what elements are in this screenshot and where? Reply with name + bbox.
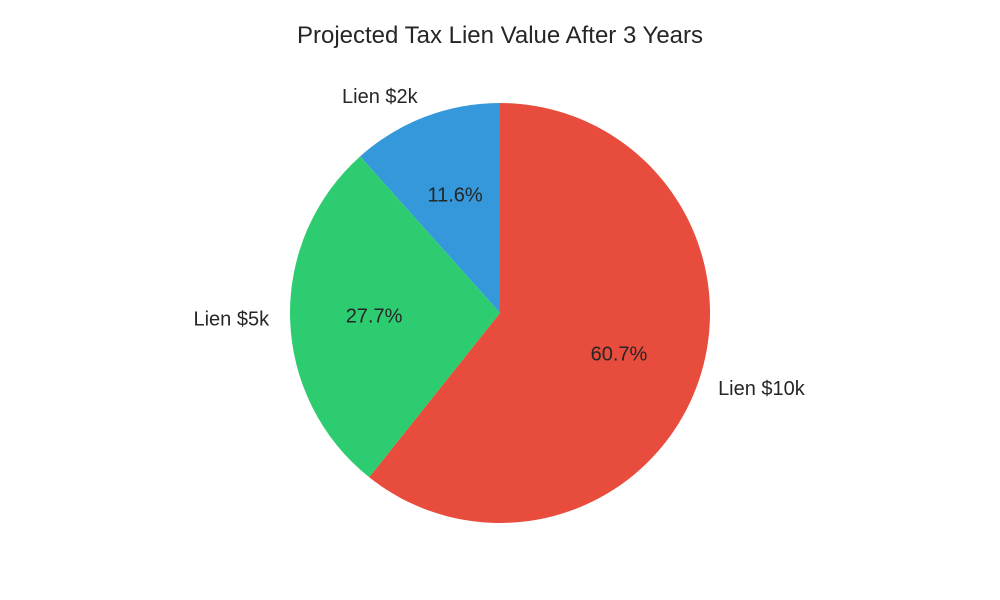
pie-slice-3 — [369, 103, 711, 524]
pie-slice-1 — [360, 103, 500, 313]
labels-layer: 11.6% Lien $2k 27.7% Lien $5k 60.7% Lien $10k — [193, 86, 805, 400]
slice-percent-label-2: 27.7% — [346, 306, 403, 328]
slice-percent-label-3: 60.7% — [591, 344, 648, 366]
chart-title: Projected Tax Lien Value After 3 Years — [297, 22, 703, 49]
pie-slice-2 — [289, 156, 500, 478]
slice-category-label-2: Lien $5k — [193, 309, 270, 331]
slice-category-label-1: Lien $2k — [342, 86, 419, 108]
slice-percent-label-1: 11.6% — [427, 184, 482, 206]
slices-layer — [289, 103, 711, 524]
slice-category-label-3: Lien $10k — [718, 378, 806, 400]
